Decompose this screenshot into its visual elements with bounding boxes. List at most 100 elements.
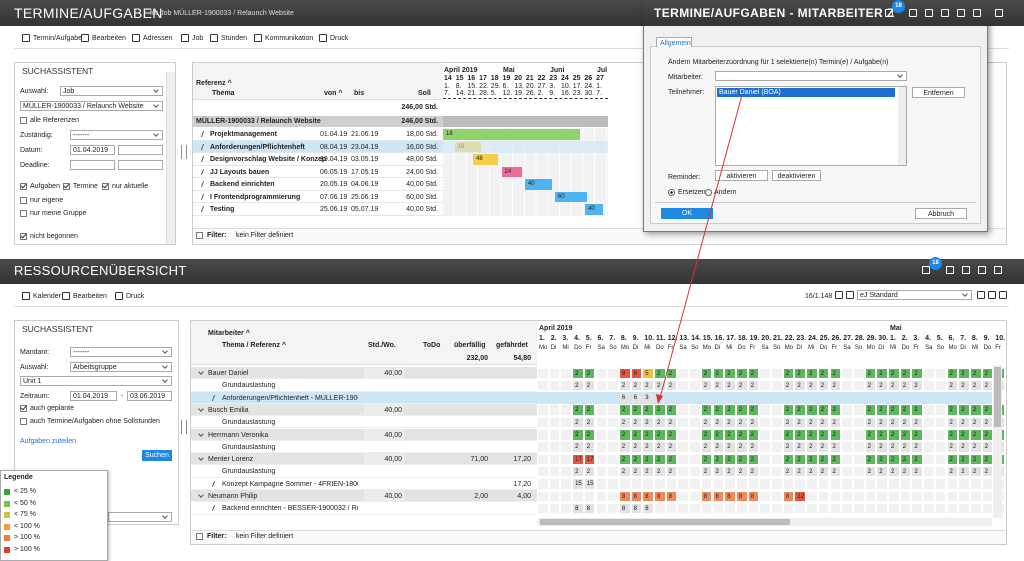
checkbox-label[interactable]: Aufgaben	[30, 183, 60, 190]
cell	[690, 430, 700, 440]
gantt-bar[interactable]: 40	[585, 204, 604, 215]
checkbox-label[interactable]: nicht begonnen	[30, 233, 78, 240]
cell	[795, 393, 805, 403]
gantt-bar[interactable]: 48	[473, 154, 499, 165]
checkbox-label[interactable]: auch Termine/Aufgaben ohne Sollstunden	[30, 418, 160, 425]
toolbar-item[interactable]: Adressen	[143, 35, 173, 42]
button[interactable]: Entfernen	[912, 87, 965, 98]
toolbar-item[interactable]: Druck	[126, 293, 145, 300]
select[interactable]	[127, 391, 172, 401]
checkbox[interactable]	[63, 183, 70, 190]
task-row[interactable]	[193, 190, 443, 203]
task-row[interactable]	[193, 178, 443, 191]
checkbox-label[interactable]: nur eigene	[30, 197, 64, 204]
gantt-bar[interactable]: 24	[501, 166, 522, 177]
task-row[interactable]	[193, 140, 443, 153]
toolbar-item[interactable]: Termin/Aufgabe	[33, 35, 83, 42]
task-row[interactable]	[191, 502, 537, 515]
select[interactable]	[20, 376, 172, 386]
cell	[678, 393, 688, 403]
task-row[interactable]	[191, 391, 537, 404]
listbox	[715, 86, 907, 166]
date-field[interactable]	[118, 145, 163, 155]
weekday-label: So	[691, 345, 699, 351]
checkbox[interactable]	[20, 183, 27, 190]
cell	[842, 491, 852, 501]
toolbar-item[interactable]: Bearbeiten	[73, 293, 107, 300]
select[interactable]	[60, 86, 163, 96]
radio[interactable]	[705, 189, 712, 196]
task-row[interactable]	[193, 203, 443, 216]
gantt-bar[interactable]: 60	[554, 191, 587, 202]
task-row[interactable]	[193, 165, 443, 178]
filter-label: Filter:	[207, 533, 227, 540]
cell: 2	[807, 368, 817, 378]
task-row[interactable]	[191, 440, 537, 454]
list-item[interactable]: Bauer Daniel (BOA)	[717, 88, 895, 97]
cell: 2	[584, 380, 595, 391]
toolbar-item[interactable]: Bearbeiten	[92, 35, 126, 42]
task-row[interactable]	[193, 128, 443, 141]
cell: 8	[631, 368, 642, 378]
toolbar-item[interactable]: Kommunikation	[265, 35, 314, 42]
legend-label: > 100 %	[14, 545, 40, 553]
task-row[interactable]	[191, 416, 537, 429]
checkbox-label[interactable]: nur meine Gruppe	[30, 210, 87, 217]
task-row[interactable]	[193, 153, 443, 166]
checkbox-label[interactable]: nur aktuelle	[112, 183, 149, 190]
select[interactable]	[108, 512, 172, 522]
day-label: 11.	[656, 335, 666, 342]
button[interactable]: deaktivieren	[772, 170, 821, 181]
date-field[interactable]	[70, 160, 115, 170]
checkbox-label[interactable]: alle Referenzen	[30, 117, 80, 124]
radio-label[interactable]: Ersetzen	[678, 189, 706, 196]
toolbar-item[interactable]: Stunden	[221, 35, 248, 42]
checkbox[interactable]	[20, 210, 27, 217]
cell: 2	[889, 405, 899, 415]
checkbox-label[interactable]: Termine	[73, 183, 98, 190]
checkbox[interactable]	[20, 233, 27, 240]
task-row[interactable]	[191, 465, 537, 478]
checkbox-label[interactable]: auch geplante	[30, 405, 74, 412]
date-field[interactable]	[118, 160, 163, 170]
cell: 2	[631, 380, 642, 391]
task-row[interactable]	[191, 477, 537, 490]
cell: 2	[666, 368, 677, 378]
cancel-button[interactable]: Abbruch	[915, 208, 967, 219]
radio[interactable]	[668, 189, 675, 196]
select[interactable]	[70, 145, 115, 155]
day-label: 17.	[726, 335, 736, 342]
select[interactable]	[20, 101, 163, 111]
search-button[interactable]: Suchen	[142, 450, 172, 461]
checkbox[interactable]	[102, 183, 109, 190]
task-row[interactable]	[191, 379, 537, 392]
cell: 15	[573, 479, 583, 489]
cell	[538, 405, 548, 415]
checkbox[interactable]	[20, 117, 27, 124]
toolbar-item[interactable]: Job	[192, 35, 204, 42]
badge: 18	[892, 0, 905, 13]
select[interactable]	[70, 347, 172, 357]
checkbox[interactable]	[20, 405, 27, 412]
select[interactable]	[70, 130, 163, 140]
gantt-bar[interactable]: 18	[443, 129, 581, 140]
select[interactable]	[857, 290, 972, 300]
cell	[772, 393, 782, 403]
cell	[596, 466, 607, 477]
tab[interactable]: Allgemein	[656, 37, 692, 47]
link[interactable]: Aufgaben zuteilen	[20, 438, 77, 445]
checkbox[interactable]	[20, 197, 27, 204]
gantt-bar[interactable]: 40	[524, 179, 552, 190]
col-header: Mitarbeiter ^	[208, 330, 250, 337]
select[interactable]	[715, 71, 907, 81]
cell: 2	[889, 442, 899, 452]
select[interactable]	[70, 391, 117, 401]
select[interactable]	[70, 362, 172, 372]
checkbox[interactable]	[20, 418, 27, 425]
toolbar-item[interactable]: Kalender	[33, 293, 62, 300]
radio-label[interactable]: Andern	[714, 189, 737, 196]
button[interactable]: aktivieren	[715, 170, 768, 181]
ok-button[interactable]: OK	[661, 208, 713, 219]
week-label: 15	[455, 75, 464, 82]
toolbar-item[interactable]: Druck	[330, 35, 349, 42]
